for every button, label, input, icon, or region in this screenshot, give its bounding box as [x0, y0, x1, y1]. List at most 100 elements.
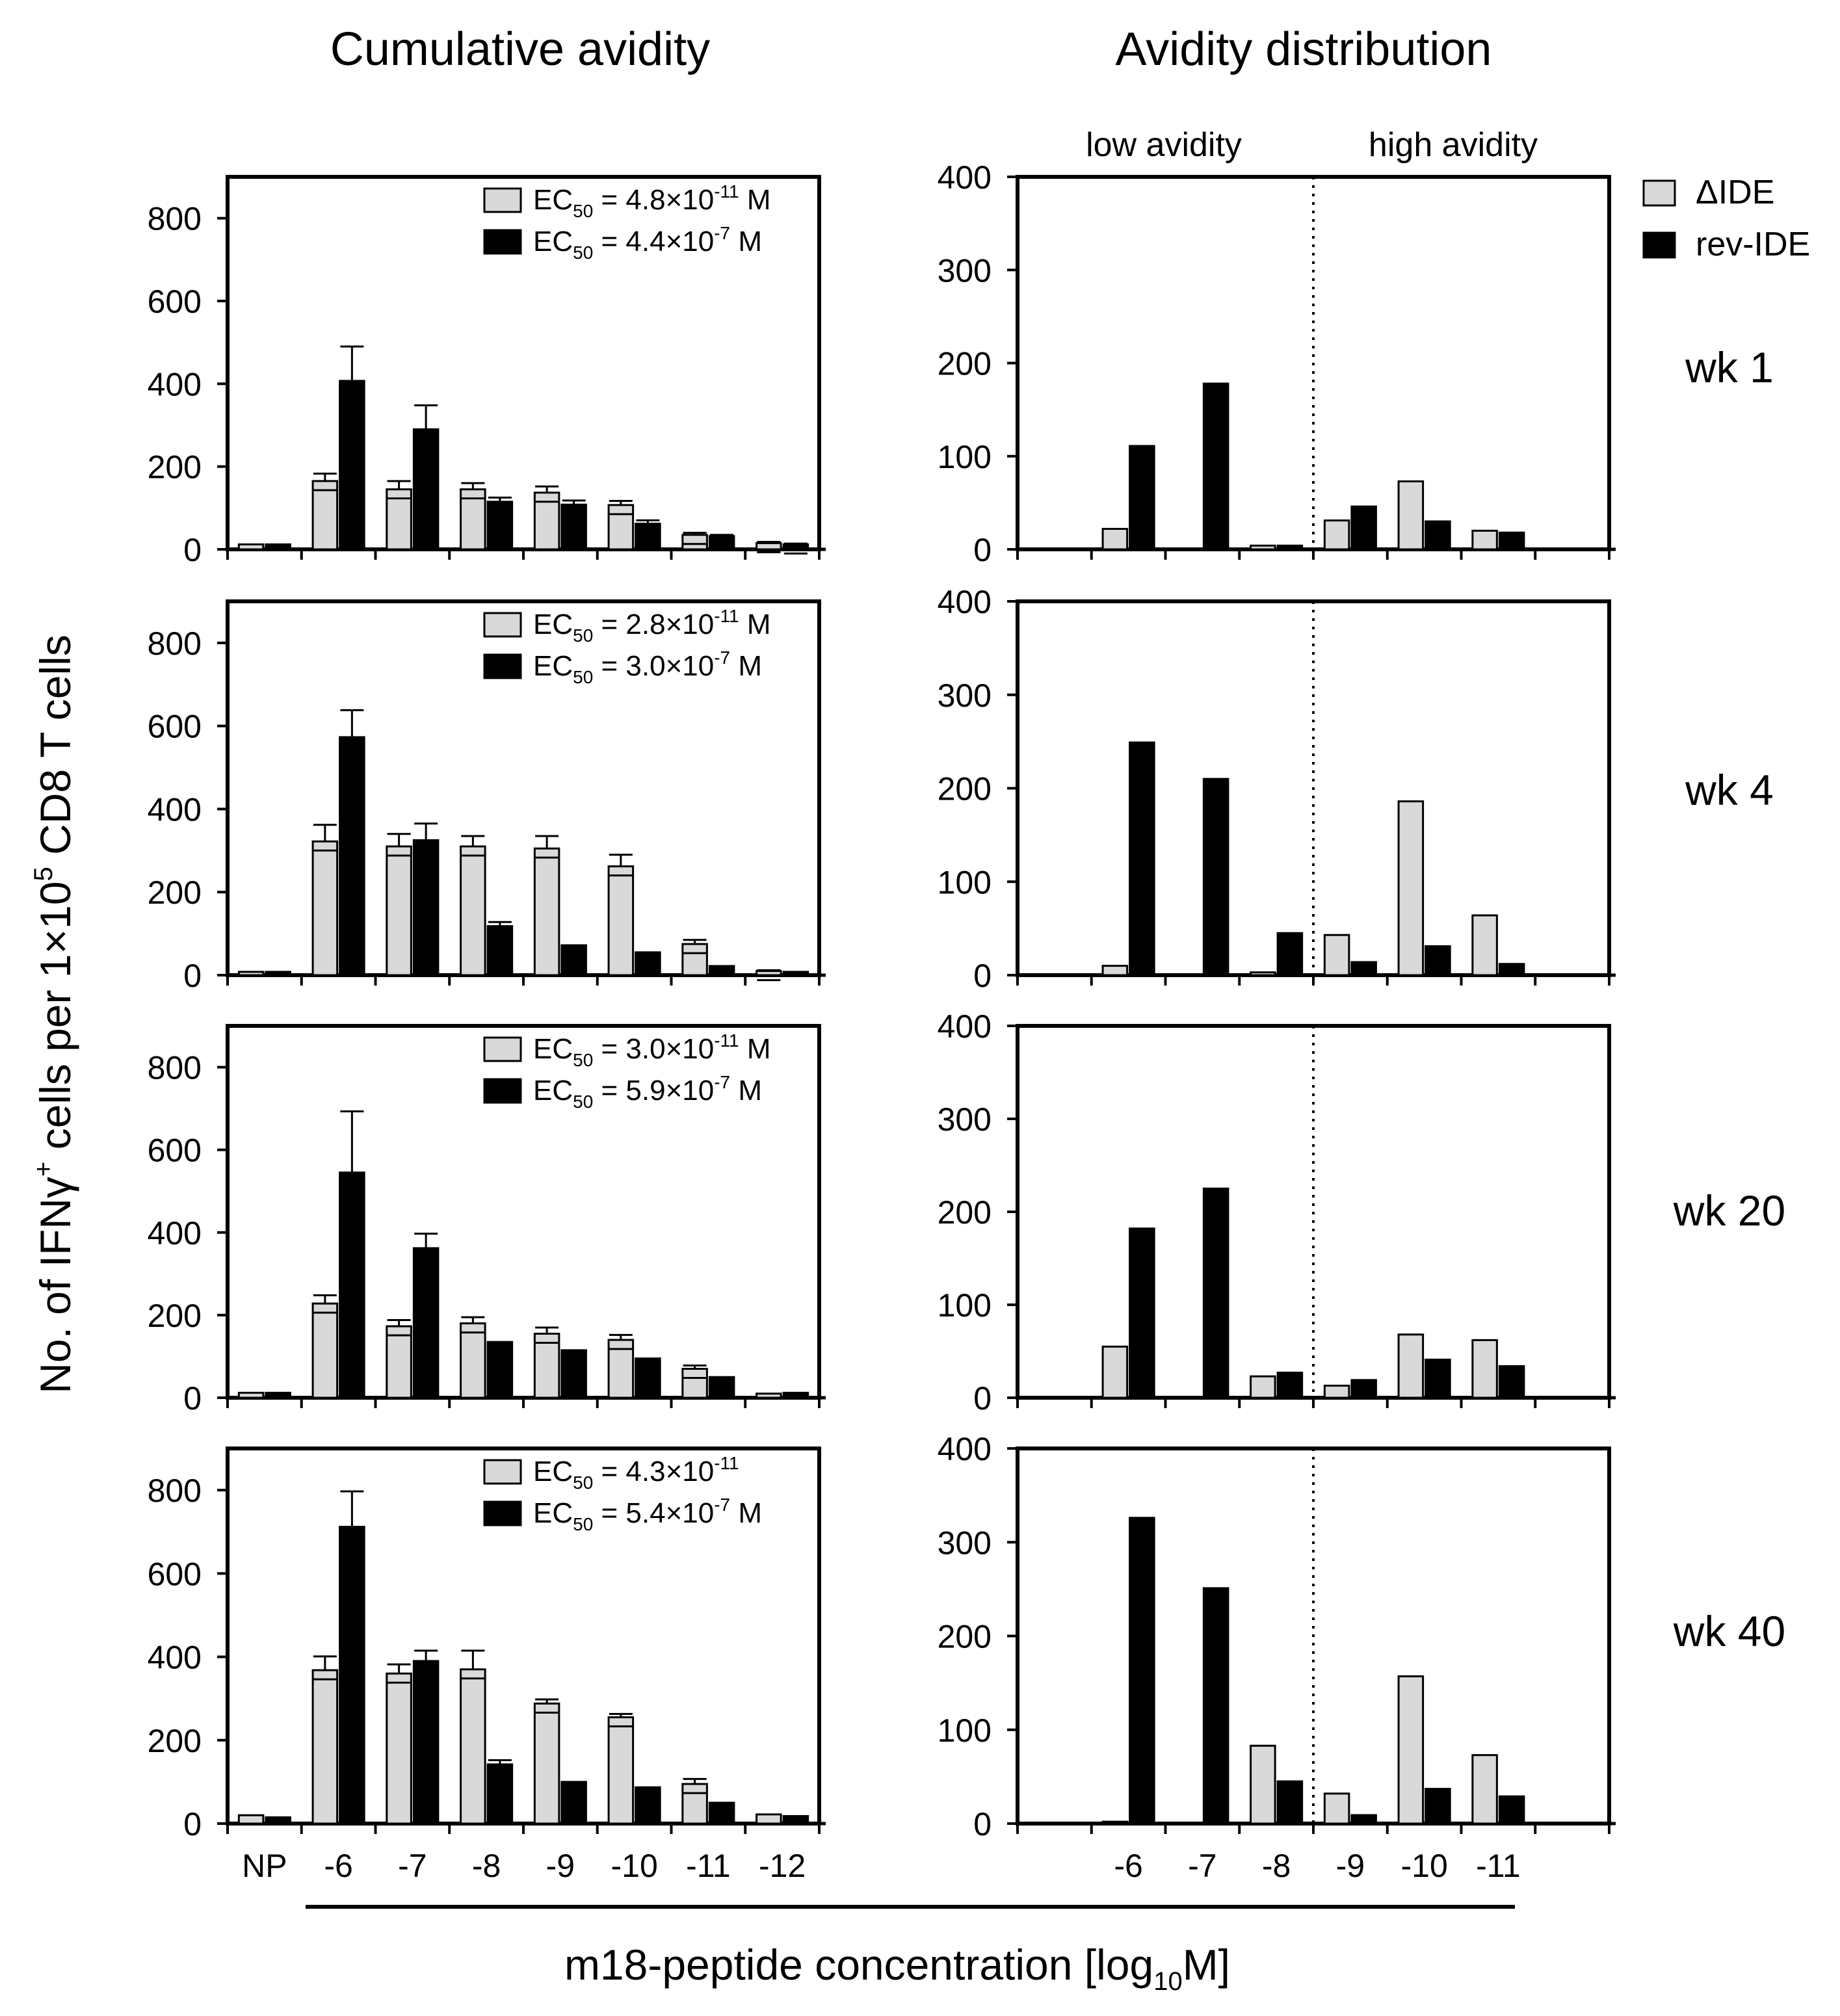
bar-delta-ide	[1250, 1375, 1276, 1399]
x-tick-label: -10	[611, 1848, 657, 1884]
y-tick-label: 200	[938, 1194, 992, 1231]
ec50-swatch-delta-ide	[483, 187, 522, 213]
x-tick-label: -10	[1400, 1848, 1447, 1884]
bar-delta-ide	[1101, 965, 1129, 976]
y-tick-label: 800	[148, 625, 202, 662]
x-tick-label: -8	[472, 1848, 501, 1884]
bar-delta-ide	[756, 542, 782, 551]
bar-delta-ide	[1471, 1754, 1498, 1825]
y-tick-label: 200	[148, 449, 202, 486]
bar-delta-ide	[311, 1669, 339, 1825]
bar-rev-ide	[1276, 1780, 1304, 1825]
bar-rev-ide	[1202, 1587, 1229, 1825]
y-tick-label: 800	[148, 1473, 202, 1509]
y-tick-label: 400	[938, 1431, 992, 1467]
bar-delta-ide	[1471, 529, 1498, 551]
bar-rev-ide	[1202, 1187, 1229, 1399]
bar-delta-ide	[1471, 914, 1498, 976]
bar-delta-ide	[460, 1668, 486, 1825]
bar-delta-ide	[386, 845, 412, 976]
bar-delta-ide	[1397, 1333, 1425, 1399]
ec50-swatch-rev-ide	[483, 653, 522, 679]
bar-delta-ide	[681, 1783, 708, 1825]
y-tick-label: 600	[148, 283, 202, 320]
bar-delta-ide	[237, 1391, 265, 1399]
legend: ΔIDE rev-IDE	[1642, 174, 1810, 263]
ec50-swatch-delta-ide	[483, 612, 522, 638]
ec50-swatch-rev-ide	[483, 1500, 522, 1526]
bar-delta-ide	[1250, 1744, 1276, 1825]
bar-rev-ide	[782, 971, 809, 976]
bar-rev-ide	[1202, 778, 1229, 976]
x-tick-label: -11	[686, 1848, 731, 1884]
bar-delta-ide	[1397, 480, 1425, 551]
bar-rev-ide	[1350, 505, 1377, 551]
bar-rev-ide	[1129, 445, 1155, 551]
bar-delta-ide	[1323, 1792, 1350, 1825]
y-tick-label: 800	[148, 1050, 202, 1086]
bar-delta-ide	[756, 1813, 782, 1825]
legend-label-rev-ide: rev-IDE	[1696, 226, 1810, 263]
bar-rev-ide	[1129, 741, 1155, 976]
bar-delta-ide	[533, 1702, 560, 1825]
timepoint-label-wk-4: wk 4	[1685, 766, 1774, 814]
bar-rev-ide	[560, 1781, 587, 1825]
ec50-swatch-delta-ide	[483, 1459, 522, 1485]
left-column-title: Cumulative avidity	[330, 23, 710, 75]
bar-rev-ide	[635, 523, 661, 551]
bar-delta-ide	[607, 865, 635, 976]
bar-rev-ide	[560, 1349, 587, 1399]
bar-delta-ide	[681, 534, 708, 551]
y-tick-label: 200	[148, 874, 202, 911]
y-tick-label: 600	[148, 709, 202, 745]
y-tick-label: 600	[148, 1556, 202, 1592]
y-tick-label: 800	[148, 201, 202, 237]
bar-rev-ide	[486, 925, 514, 976]
bar-delta-ide	[1250, 544, 1276, 551]
bar-delta-ide	[681, 1368, 708, 1399]
bar-rev-ide	[1276, 544, 1304, 551]
ec50-label-delta-ide: EC50 = 4.8×10-11 M	[533, 181, 771, 221]
bar-rev-ide	[412, 1247, 440, 1399]
bar-rev-ide	[1498, 1795, 1525, 1825]
x-axis-label: m18-peptide concentration [log10M]	[564, 1941, 1230, 1996]
bar-rev-ide	[708, 965, 735, 976]
bar-rev-ide	[339, 380, 365, 551]
ec50-label-rev-ide: EC50 = 5.4×10-7 M	[533, 1495, 762, 1534]
bar-delta-ide	[681, 943, 708, 976]
bar-delta-ide	[460, 845, 486, 976]
bar-rev-ide	[1498, 963, 1525, 976]
bar-delta-ide	[237, 543, 265, 551]
y-tick-label: 0	[973, 1380, 992, 1417]
right-column-title: Avidity distribution	[1116, 23, 1492, 75]
bar-rev-ide	[635, 1357, 661, 1399]
bar-delta-ide	[237, 1814, 265, 1825]
bar-rev-ide	[339, 736, 365, 976]
legend-swatch-delta-ide	[1642, 179, 1676, 207]
x-tick-label: NP	[242, 1848, 287, 1884]
y-tick-label: 100	[938, 864, 992, 900]
bar-delta-ide	[237, 971, 265, 976]
y-tick-label: 0	[973, 532, 992, 568]
bar-delta-ide	[607, 504, 635, 551]
ec50-label-delta-ide: EC50 = 2.8×10-11 M	[533, 606, 771, 646]
chart-distribution-wk-40: 0 100 200 300 400 -6 -7 -8 -9 -10 -11	[938, 1431, 1616, 1884]
timepoint-label-wk-1: wk 1	[1685, 343, 1774, 391]
bar-rev-ide	[1498, 1365, 1525, 1399]
x-tick-label: -7	[1188, 1848, 1216, 1884]
ec50-label-rev-ide: EC50 = 3.0×10-7 M	[533, 648, 762, 687]
bar-rev-ide	[708, 1801, 735, 1825]
ec50-swatch-rev-ide	[483, 229, 522, 255]
ec50-label-rev-ide: EC50 = 5.9×10-7 M	[533, 1072, 762, 1112]
bar-delta-ide	[1323, 1384, 1350, 1399]
bar-rev-ide	[1498, 531, 1525, 551]
x-tick-label: -9	[546, 1848, 575, 1884]
bar-rev-ide	[560, 503, 587, 551]
bar-delta-ide	[386, 1325, 412, 1399]
bar-delta-ide	[1471, 1339, 1498, 1399]
ec50-swatch-delta-ide	[483, 1036, 522, 1062]
